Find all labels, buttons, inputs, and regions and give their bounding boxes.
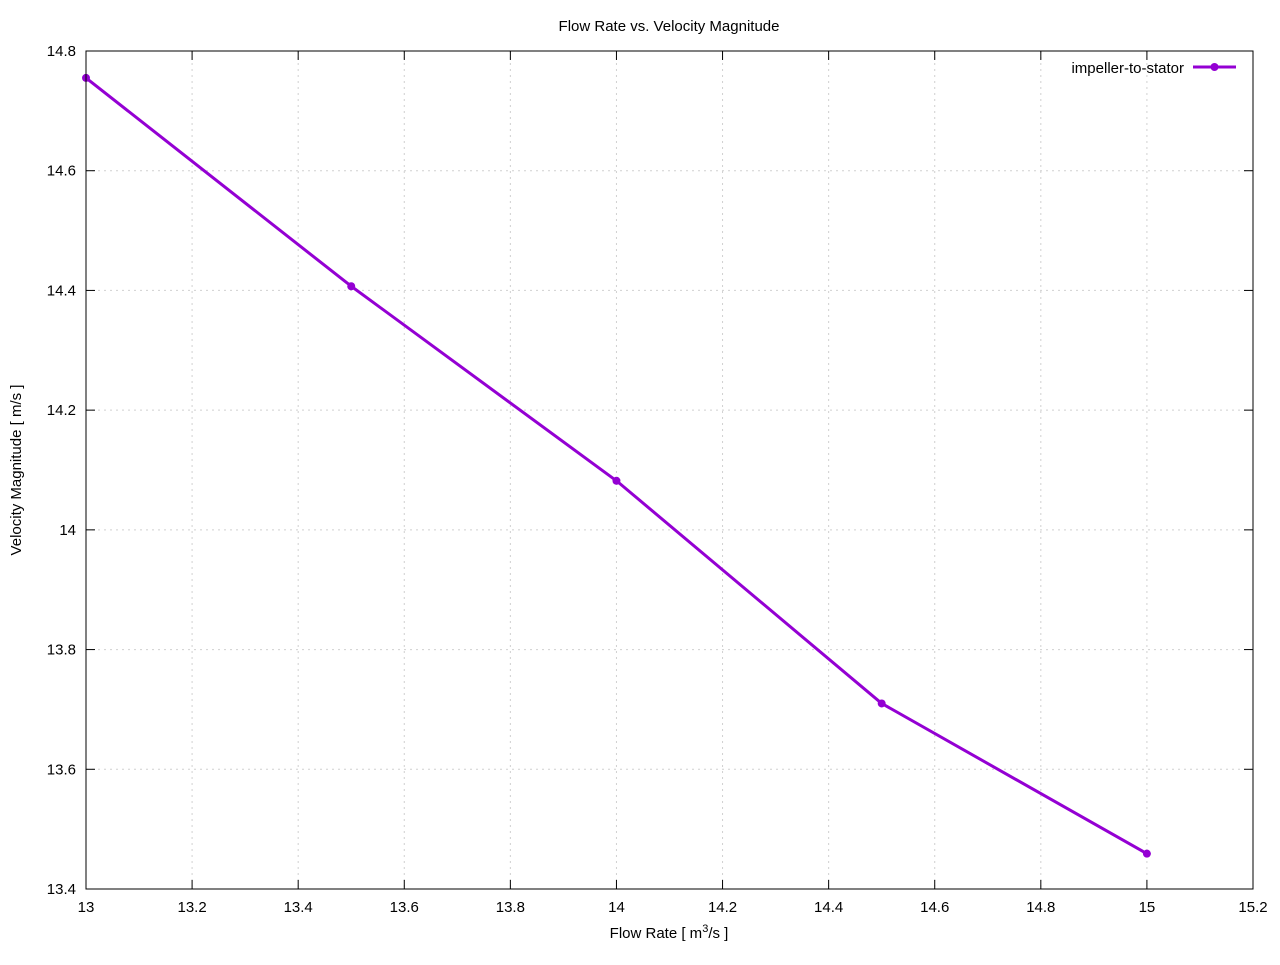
x-tick-label: 13.2 [177, 899, 206, 916]
y-tick-label: 14.2 [47, 402, 76, 419]
legend-label: impeller-to-stator [1071, 60, 1184, 77]
grid-lines [86, 51, 1253, 889]
x-tick-label: 13.8 [496, 899, 525, 916]
legend-marker [1210, 63, 1219, 71]
chart-title: Flow Rate vs. Velocity Magnitude [559, 18, 780, 35]
y-tick-label: 14.6 [47, 163, 76, 180]
data-point [612, 476, 621, 485]
plot-frame [85, 50, 1254, 890]
x-axis-label-tail: /s ] [708, 925, 728, 942]
x-axis-label: Flow Rate [ m3/s ] [610, 923, 729, 942]
x-axis-label-main: Flow Rate [ m [610, 925, 703, 942]
data-point [877, 699, 886, 708]
data-series [82, 73, 1151, 858]
y-tick-label: 14.4 [47, 282, 76, 299]
legend: impeller-to-stator [1071, 60, 1236, 77]
y-tick-label: 14.8 [47, 43, 76, 60]
y-axis-label: Velocity Magnitude [ m/s ] [8, 385, 25, 556]
y-tick-label: 13.6 [47, 761, 76, 778]
y-tick-label: 13.8 [47, 642, 76, 659]
y-tick-label: 13.4 [47, 881, 76, 898]
x-axis-label-superscript: 3 [702, 923, 708, 935]
x-tick-label: 14 [608, 899, 625, 916]
x-tick-label: 15 [1139, 899, 1156, 916]
x-tick-label: 15.2 [1238, 899, 1267, 916]
x-tick-label: 14.2 [708, 899, 737, 916]
y-tick-label: 14 [59, 522, 76, 539]
x-tick-label: 14.6 [920, 899, 949, 916]
tick-labels: 13 13.2 13.4 13.6 13.8 14 14.2 14.4 14.6 14.8 15 15… [47, 43, 1268, 916]
data-point [1142, 849, 1151, 858]
x-tick-label: 14.4 [814, 899, 843, 916]
x-tick-label: 14.8 [1026, 899, 1055, 916]
x-tick-label: 13.4 [284, 899, 313, 916]
x-tick-label: 13 [78, 899, 95, 916]
data-point [347, 282, 356, 291]
x-tick-label: 13.6 [390, 899, 419, 916]
